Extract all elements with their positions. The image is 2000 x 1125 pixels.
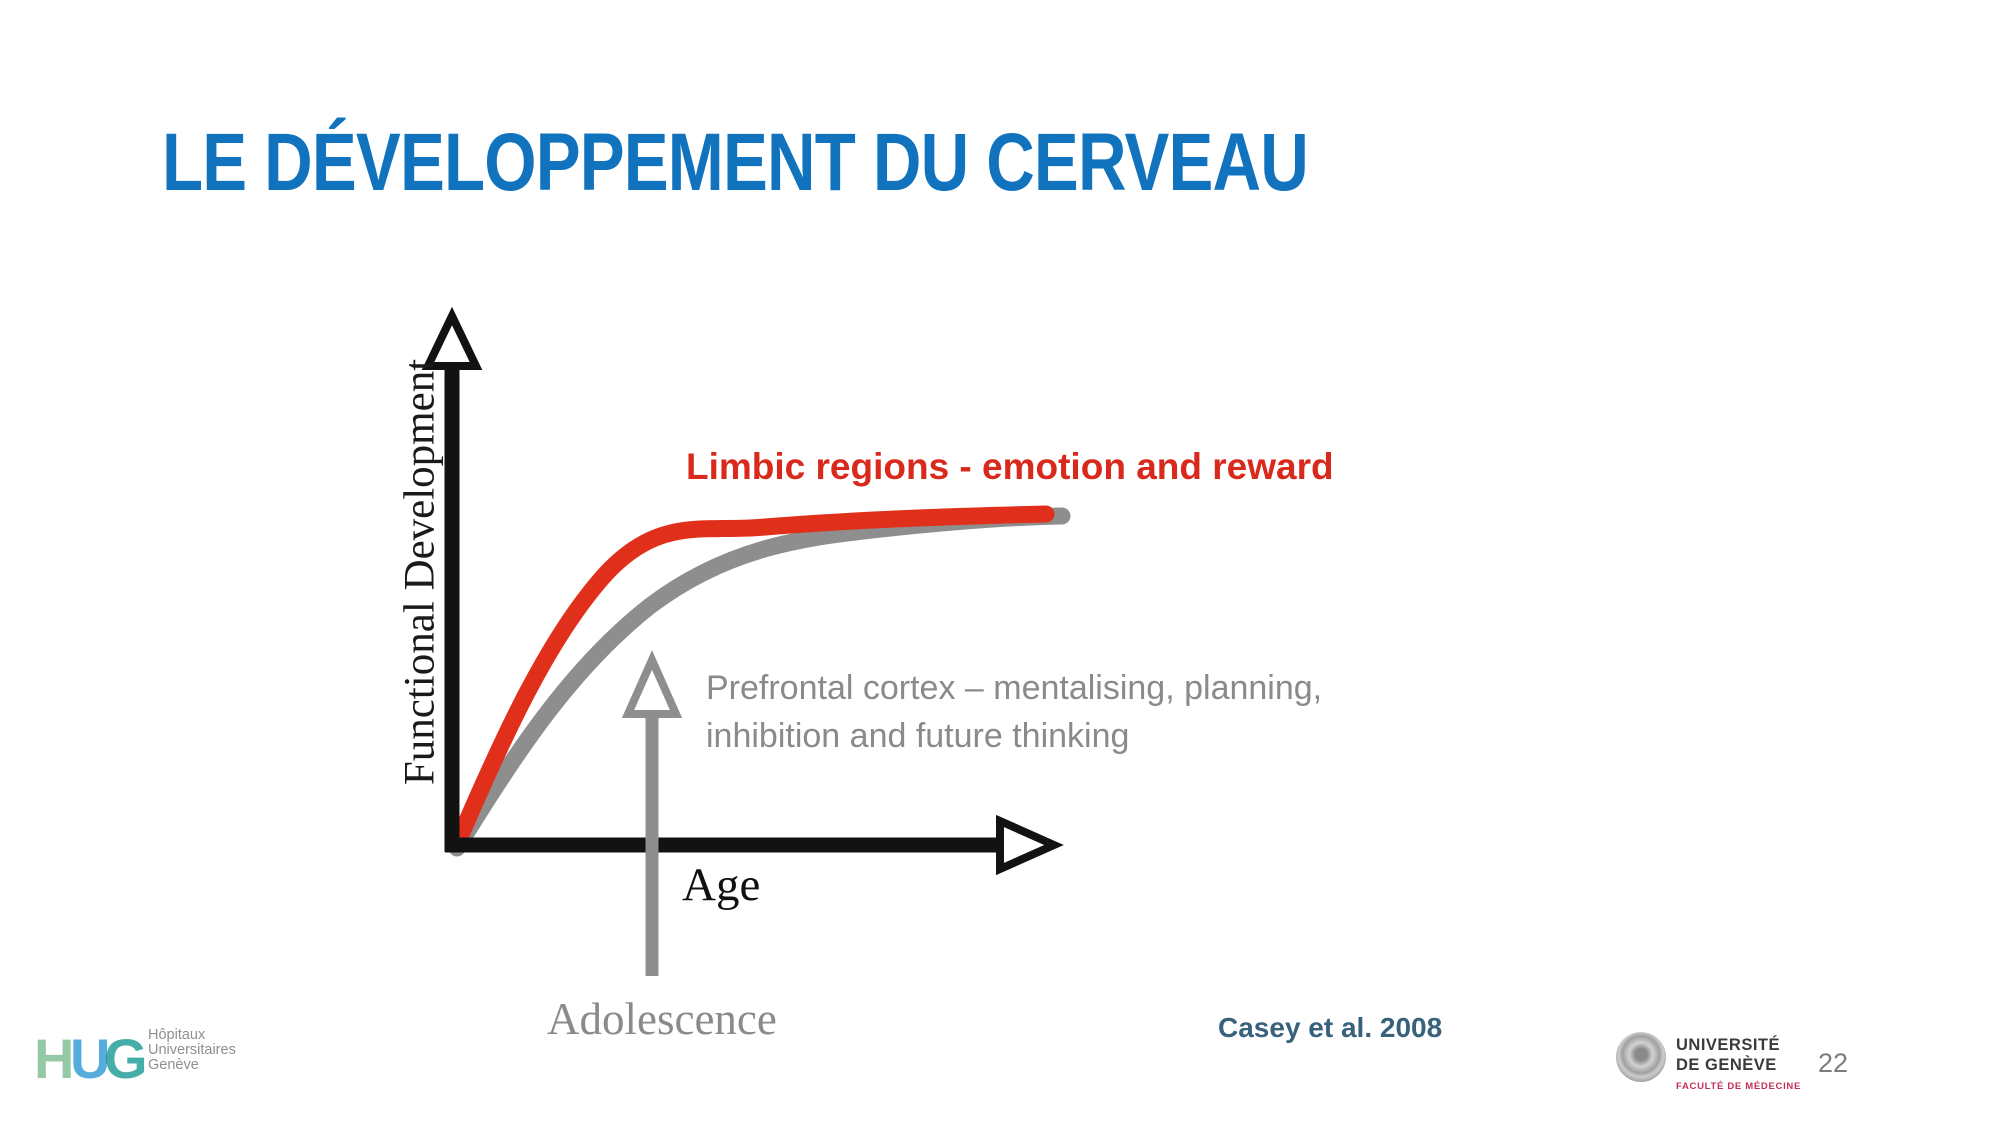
adolescence-arrowhead-icon: [621, 650, 683, 718]
hug-logo-letter-h: H: [34, 1027, 75, 1090]
hug-text-line1: Hôpitaux: [148, 1027, 206, 1043]
prefrontal-label-line1: Prefrontal cortex – mentalising, plannin…: [706, 669, 1323, 707]
y-axis-arrowhead-icon: [421, 306, 483, 370]
adolescence-annotation: Adolescence: [547, 994, 777, 1044]
x-axis-arrowhead-icon: [996, 814, 1064, 876]
citation-text: Casey et al. 2008: [1218, 1012, 1443, 1043]
unige-name-line2: DE GENÈVE: [1676, 1056, 1777, 1074]
hug-logo-text: Hôpitaux Universitaires Genève: [148, 1028, 236, 1072]
hug-logo-letter-u: U: [70, 1027, 111, 1090]
slide-title: LE DÉVELOPPEMENT DU CERVEAU: [162, 117, 1309, 208]
prefrontal-series-label: Prefrontal cortex – mentalising, plannin…: [706, 664, 1322, 760]
unige-name-line1: UNIVERSITÉ: [1676, 1036, 1781, 1054]
x-axis-label: Age: [682, 859, 761, 911]
y-axis-label: Functional Development: [396, 358, 444, 786]
hug-text-line3: Genève: [148, 1056, 199, 1073]
unige-faculty-label: FACULTÉ DE MÉDECINE: [1676, 1081, 1802, 1092]
limbic-series-label: Limbic regions - emotion and reward: [686, 446, 1334, 487]
prefrontal-label-line2: inhibition and future thinking: [706, 717, 1130, 755]
unige-seal-icon: [1616, 1032, 1666, 1082]
hug-text-line2: Universitaires: [148, 1041, 236, 1058]
page-number: 22: [1818, 1048, 1849, 1078]
hug-logo-letter-g: G: [104, 1027, 148, 1090]
limbic-curve: [448, 505, 1055, 853]
